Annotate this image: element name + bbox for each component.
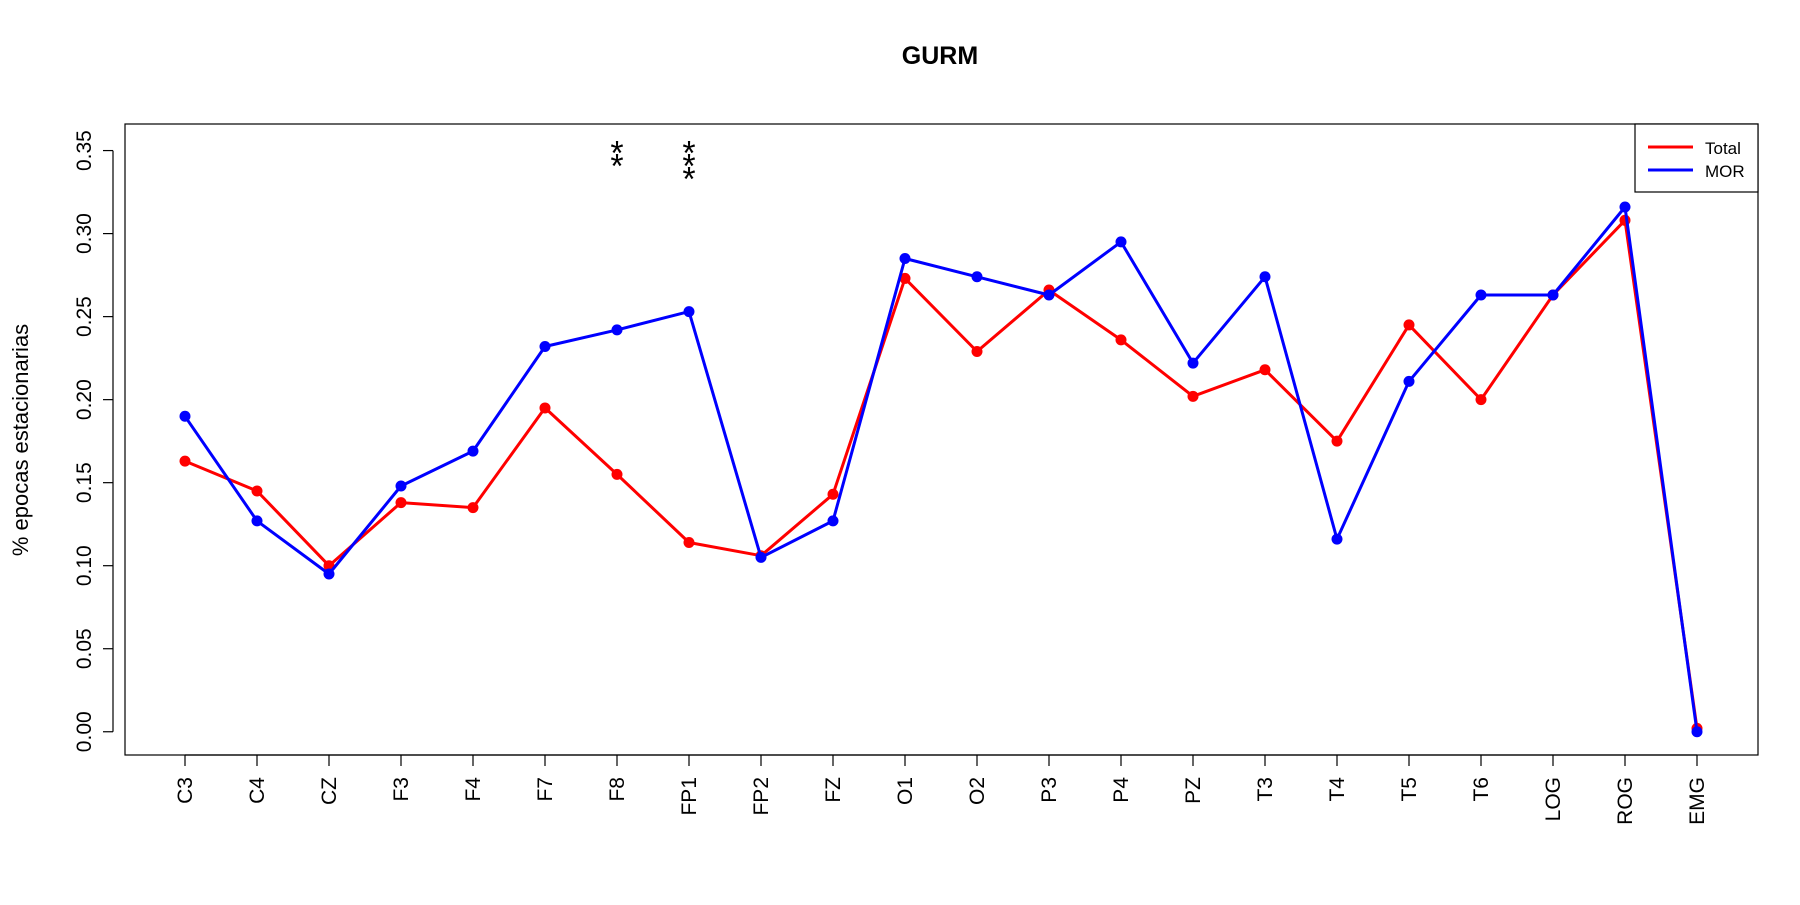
data-point [1619,201,1631,213]
x-tick-label: ROG [1614,777,1637,825]
x-tick-label: CZ [318,777,341,805]
x-tick-label: FP2 [750,777,773,816]
x-tick-label: T4 [1326,777,1349,802]
x-tick-label: F8 [606,777,629,802]
data-point [899,253,911,265]
data-point [1259,364,1271,376]
significance-annotation: ** [610,135,623,186]
annotation-layer: ** *** [610,135,695,199]
y-tick-label: 0.10 [73,545,96,586]
y-tick-label: 0.20 [73,379,96,420]
legend-box [1634,123,1759,193]
legend-label-total: Total [1705,139,1741,158]
data-point [1115,334,1127,346]
series-line-total [184,218,1699,729]
data-point [1331,533,1343,545]
x-tick-label: PZ [1182,777,1205,804]
series-layer [179,201,1703,738]
x-tick-label: F3 [390,777,413,802]
legend: Total MOR [1634,123,1759,193]
data-point [827,515,839,527]
data-point [899,272,911,284]
data-point [1691,726,1703,738]
data-point [395,480,407,492]
x-tick-label: P4 [1110,777,1133,803]
data-point [179,410,191,422]
data-point [467,502,479,514]
x-tick-label: O2 [966,777,989,805]
series-line-mor [183,205,1699,733]
x-tick-label: C3 [174,777,197,804]
x-tick-label: F4 [462,777,485,802]
y-tick-label: 0.30 [73,213,96,254]
data-point [539,402,551,414]
chart-title: GURM [902,42,978,70]
data-point [683,536,695,548]
x-tick-label: T3 [1254,777,1277,802]
y-tick-label: 0.15 [73,462,96,503]
data-point [1187,390,1199,402]
x-tick-label: LOG [1542,777,1565,821]
data-point [1187,357,1199,369]
y-tick-label: 0.35 [73,130,96,171]
data-point [1259,271,1271,283]
y-axis: 0.00 0.05 0.10 0.15 0.20 0.25 0.30 0.35 [73,130,114,752]
data-point [323,568,335,580]
y-tick-label: 0.00 [73,711,96,752]
data-point [755,551,767,563]
x-tick-label: EMG [1686,777,1709,825]
data-point [395,497,407,509]
data-point [827,488,839,500]
x-axis: C3 C4 CZ F3 F4 F7 F8 FP1 FP2 FZ O1 O2 P3 P4 PZ T3 T4 T5 T6… [174,754,1709,825]
x-tick-label: FP1 [678,777,701,816]
significance-annotation: *** [682,135,695,199]
data-point [179,455,191,467]
data-point [1475,289,1487,301]
data-point [611,468,623,480]
x-tick-label: O1 [894,777,917,805]
x-tick-label: P3 [1038,777,1061,803]
data-point [1403,375,1415,387]
data-point [251,515,263,527]
y-tick-label: 0.05 [73,628,96,669]
data-point [1403,319,1415,331]
x-tick-label: FZ [822,777,845,803]
data-point [1331,435,1343,447]
x-tick-label: F7 [534,777,557,802]
data-point [251,485,263,497]
data-point [467,445,479,457]
data-point [539,341,551,353]
data-point [1547,289,1559,301]
data-point [1043,289,1055,301]
series-mor [179,201,1703,738]
data-point [971,345,983,357]
x-tick-label: T6 [1470,777,1493,802]
y-axis-label: % epocas estacionarias [8,324,33,556]
legend-label-mor: MOR [1705,162,1745,181]
x-tick-label: C4 [246,777,269,804]
plot-frame [124,123,1759,756]
data-point [1475,394,1487,406]
series-total [179,214,1703,734]
y-tick-label: 0.25 [73,296,96,337]
data-point [611,324,623,336]
x-tick-label: T5 [1398,777,1421,802]
data-point [1115,236,1127,248]
data-point [683,306,695,318]
data-point [971,271,983,283]
